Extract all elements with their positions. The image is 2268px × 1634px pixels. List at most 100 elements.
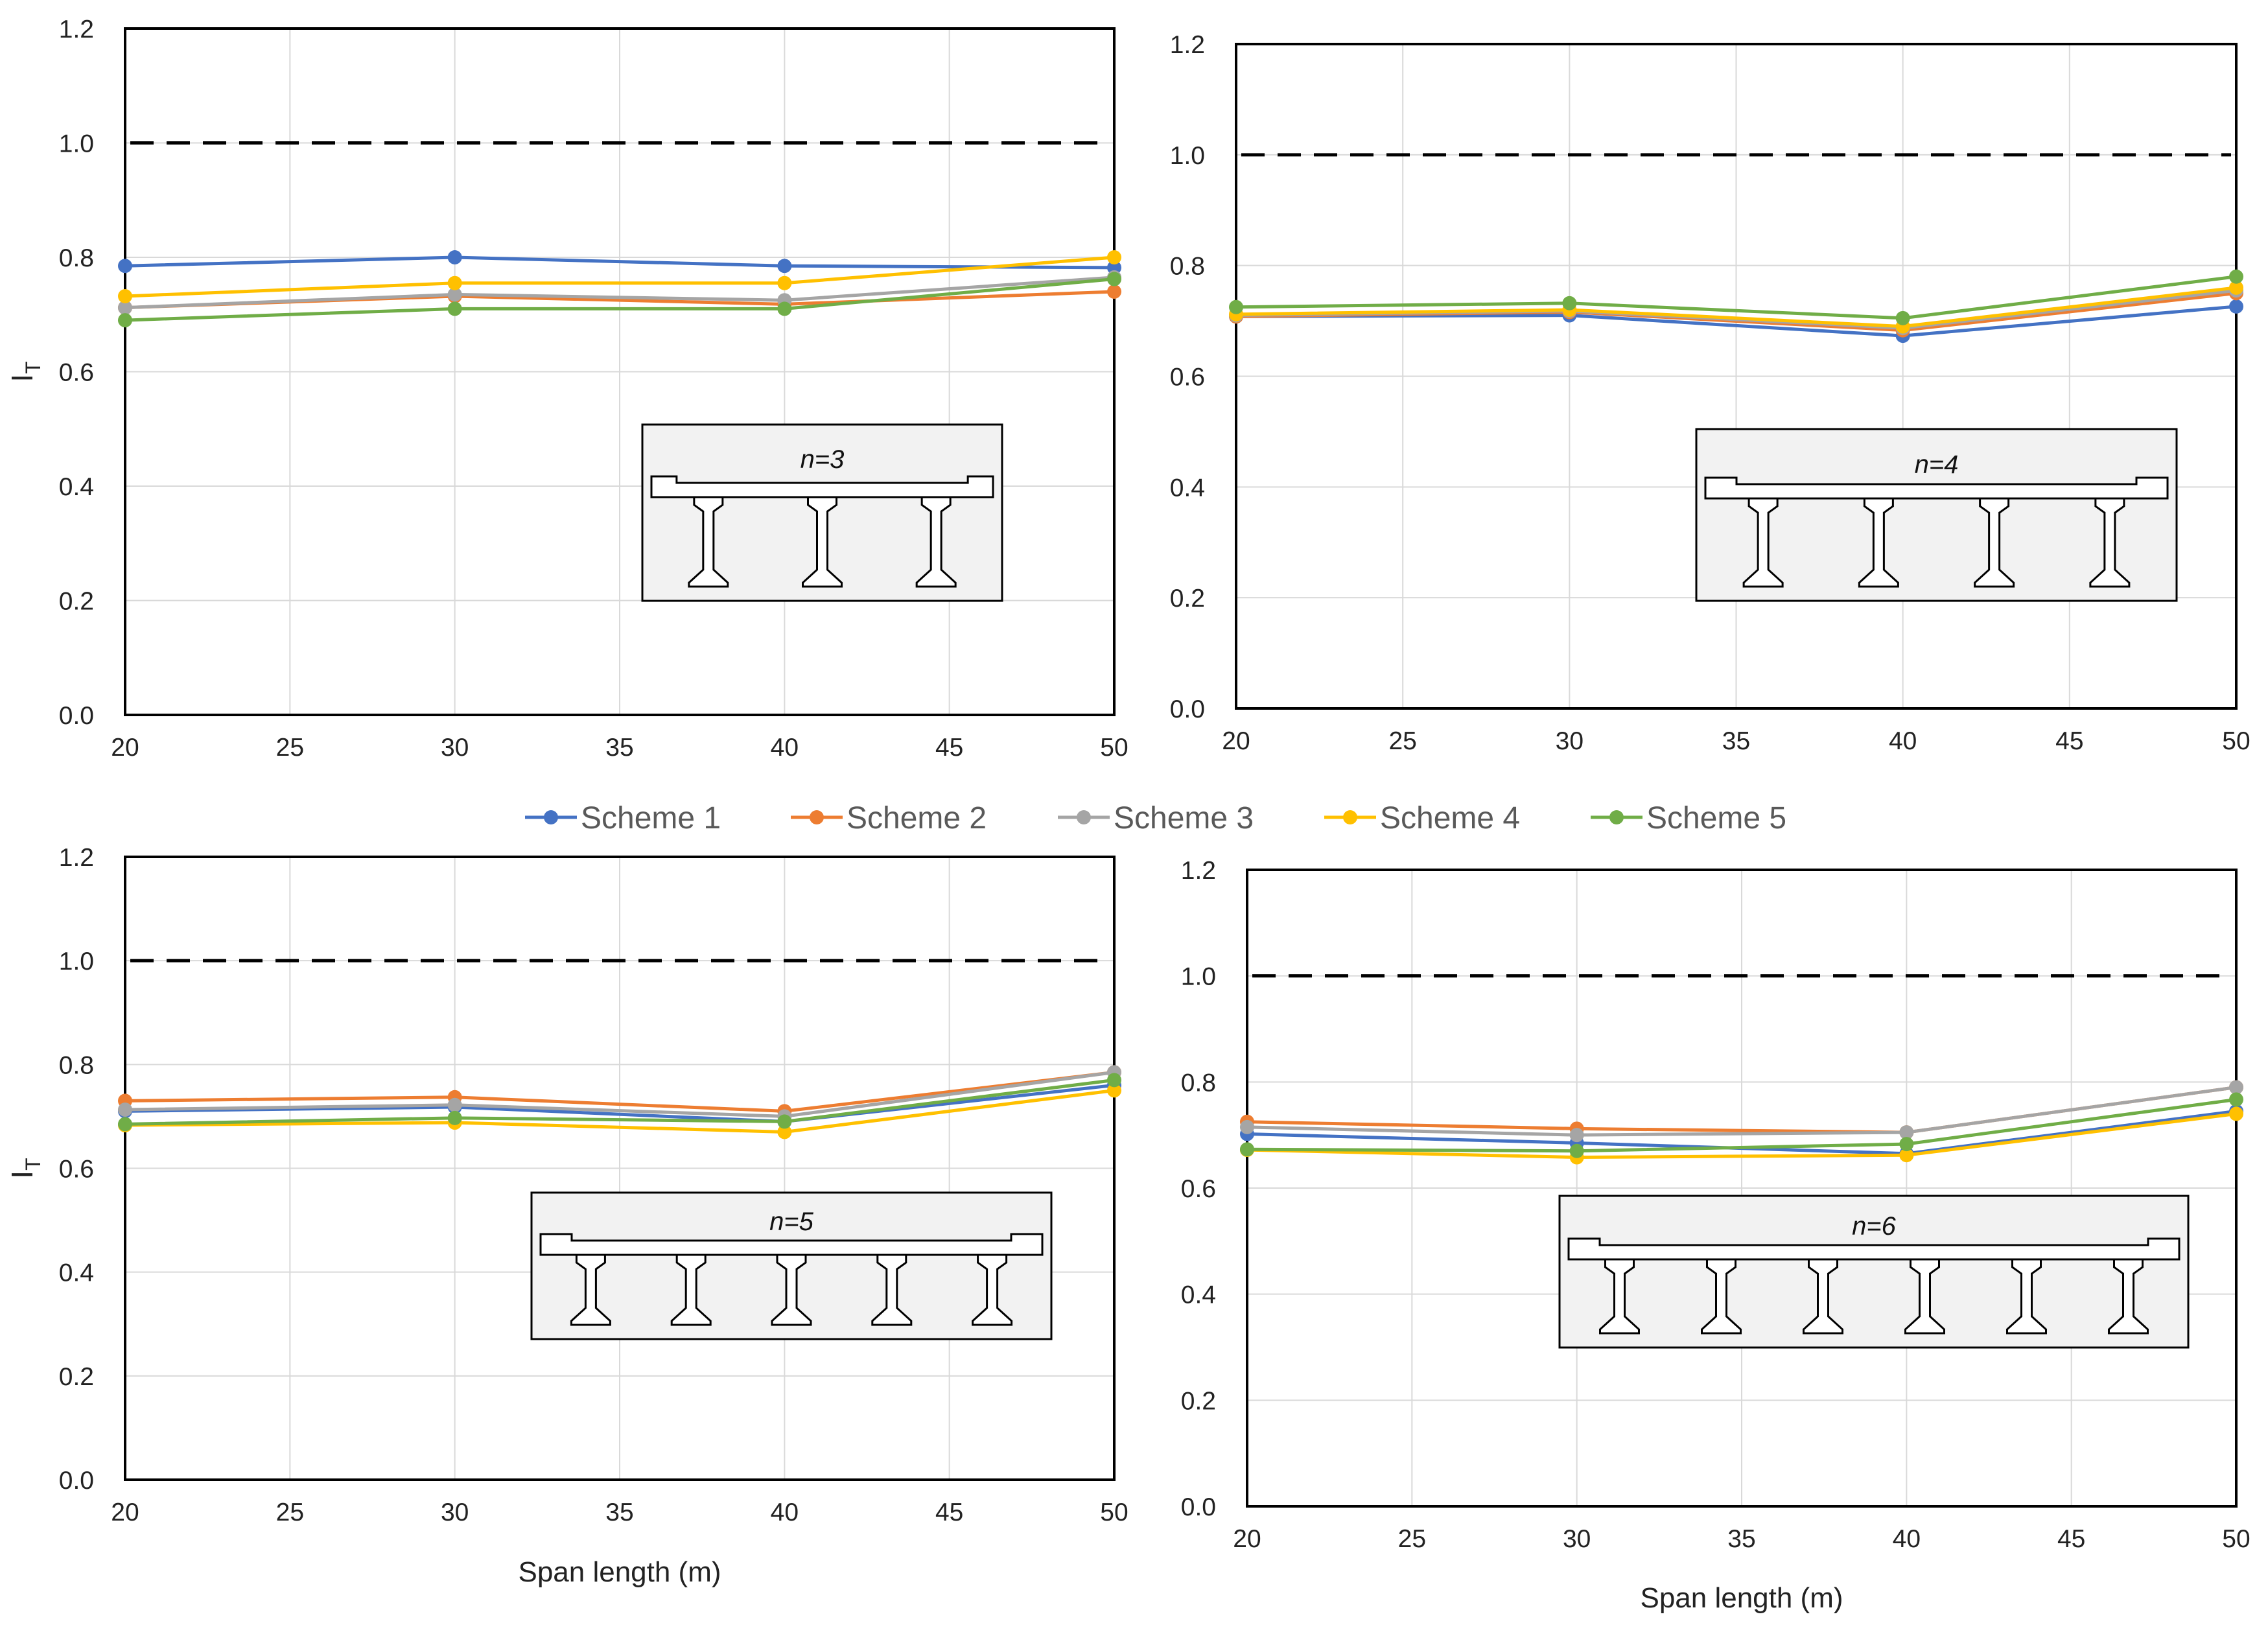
inset-label: n=3 — [801, 445, 845, 474]
y-tick-label: 0.2 — [59, 1363, 94, 1391]
data-point — [447, 275, 462, 290]
data-point — [1229, 299, 1243, 314]
girder-section — [2006, 1258, 2047, 1335]
data-point — [447, 1110, 462, 1125]
series-line — [1246, 1097, 2237, 1153]
girder-section — [972, 1254, 1013, 1326]
x-tick-label: 25 — [276, 734, 304, 762]
y-tick-label: 0.8 — [59, 244, 94, 272]
data-point — [118, 300, 132, 315]
y-tick-label: 0.8 — [59, 1051, 94, 1079]
y-tick-label: 0.8 — [1181, 1069, 1216, 1097]
inset-label: n=4 — [1915, 450, 1959, 479]
legend-item: Scheme 1 — [525, 801, 721, 835]
x-tick-label: 40 — [771, 1499, 799, 1526]
series-scheme-5 — [1240, 1092, 2243, 1158]
deck-slab — [1704, 476, 2169, 500]
x-tick-label: 30 — [441, 1499, 469, 1526]
data-point — [777, 275, 792, 290]
x-axis-label: Span length (m) — [518, 1556, 721, 1588]
inset-box — [1695, 428, 2178, 602]
y-tick-label: 1.2 — [1170, 31, 1205, 59]
data-point — [777, 1125, 792, 1139]
y-tick-label: 0.2 — [59, 588, 94, 616]
y-tick-label: 0.4 — [1181, 1281, 1216, 1309]
girder-section — [2108, 1258, 2149, 1335]
x-tick-label: 30 — [1563, 1525, 1591, 1553]
series-line — [124, 1070, 1115, 1118]
x-tick-label: 35 — [605, 734, 633, 762]
data-point — [1569, 1143, 1584, 1158]
x-tick-label: 50 — [2222, 727, 2250, 755]
y-tick-label: 0.2 — [1181, 1387, 1216, 1415]
chart-panel-top-left: 0.0 0.2 0.4 0.6 0.8 1.0 1.2 20 25 30 35 40 45 50 IT n=3 — [5, 16, 1128, 762]
data-point — [777, 1114, 792, 1129]
x-tick-label: 20 — [111, 1499, 139, 1526]
legend-label: Scheme 3 — [1114, 801, 1254, 835]
legend-marker — [1077, 810, 1091, 824]
data-point — [1107, 284, 1121, 299]
cross-section-inset: n=6 — [1558, 1195, 2190, 1349]
data-point — [2229, 269, 2243, 284]
plot-frame — [124, 856, 1116, 1481]
data-point — [118, 313, 132, 328]
data-point — [1240, 1119, 1254, 1134]
data-point — [118, 1103, 132, 1117]
plot-frame — [1235, 43, 2238, 710]
x-tick-label: 40 — [1889, 727, 1917, 755]
girder-section — [2089, 497, 2131, 588]
cross-section-inset: n=4 — [1695, 428, 2178, 602]
y-tick-label: 0.6 — [59, 1156, 94, 1184]
legend-marker — [544, 810, 558, 824]
y-tick-label: 0.6 — [59, 359, 94, 387]
data-point — [1899, 1137, 1914, 1152]
x-tick-label: 25 — [1398, 1525, 1426, 1553]
chart-panel-bottom-left: 0.0 0.2 0.4 0.6 0.8 1.0 1.2 20 25 30 35 40 45 50 IT Spa… — [5, 844, 1128, 1588]
data-point — [2229, 1092, 2243, 1107]
data-point — [1107, 1083, 1121, 1098]
girder-section — [1701, 1258, 1742, 1335]
plot-frame — [1246, 869, 2238, 1508]
y-tick-label: 1.0 — [59, 130, 94, 158]
series-line — [124, 255, 1115, 298]
y-tick-label: 1.2 — [59, 844, 94, 872]
legend-marker — [1343, 810, 1357, 824]
girder-section — [1858, 497, 1899, 588]
data-point — [2229, 1080, 2243, 1095]
series-scheme-5 — [118, 272, 1121, 328]
x-tick-label: 20 — [1233, 1525, 1261, 1553]
chart-panel-bottom-right: 0.0 0.2 0.4 0.6 0.8 1.0 1.2 20 25 30 35 40 45 50 Span … — [1181, 857, 2250, 1614]
data-point — [2229, 299, 2243, 314]
y-tick-label: 0.8 — [1170, 253, 1205, 281]
girder-section — [1742, 497, 1784, 588]
x-tick-label: 45 — [935, 734, 963, 762]
inset-box — [1558, 1195, 2190, 1349]
legend: Scheme 1 Scheme 2 Scheme 3 Scheme 4 Scheme 5 — [525, 801, 1786, 835]
y-axis-label: IT — [5, 1158, 45, 1178]
series-scheme-3 — [1240, 1080, 2243, 1143]
data-point — [118, 1117, 132, 1132]
x-tick-label: 50 — [2222, 1525, 2250, 1553]
data-point — [1895, 310, 1910, 325]
data-point — [2229, 1106, 2243, 1121]
legend-marker — [1609, 810, 1624, 824]
legend-label: Scheme 2 — [847, 801, 987, 835]
data-point — [447, 301, 462, 316]
series-line — [124, 277, 1115, 322]
data-point — [1569, 1128, 1584, 1143]
chart-panel-top-right: 0.0 0.2 0.4 0.6 0.8 1.0 1.2 20 25 30 35 40 45 50 n=4 — [1170, 31, 2250, 755]
series-line — [124, 275, 1115, 310]
x-tick-label: 20 — [1222, 727, 1250, 755]
cross-section-inset: n=3 — [641, 423, 1003, 602]
y-tick-label: 0.0 — [1181, 1493, 1216, 1521]
cross-section-inset: n=5 — [530, 1191, 1053, 1340]
x-tick-label: 40 — [771, 734, 799, 762]
y-tick-label: 0.4 — [59, 473, 94, 501]
girder-section — [1974, 497, 2015, 588]
girder-section — [1599, 1258, 1640, 1335]
x-tick-label: 50 — [1100, 1499, 1128, 1526]
series-line — [124, 1070, 1115, 1113]
girder-section — [771, 1254, 812, 1326]
data-point — [1107, 1073, 1121, 1088]
